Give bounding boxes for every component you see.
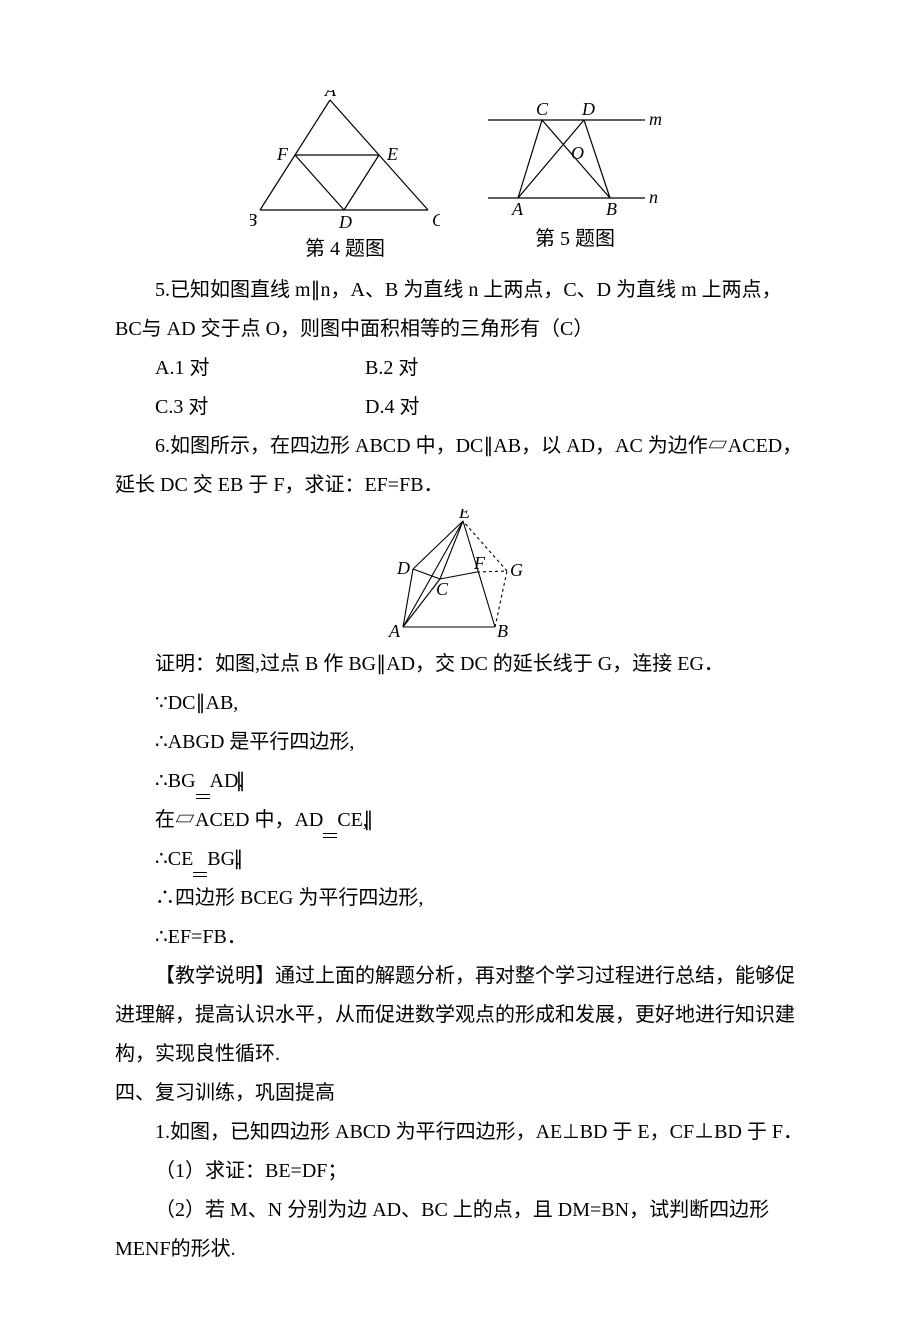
svg-text:O: O bbox=[571, 143, 584, 163]
q5-options-row1: A.1 对 B.2 对 bbox=[115, 349, 805, 388]
q6-intro: 6.如图所示，在四边形 ABCD 中，DC∥AB，以 AD，AC 为边作▱ACE… bbox=[115, 427, 805, 505]
figure-4-svg: A B C D E F bbox=[250, 90, 440, 230]
q6-proof-0: 证明：如图,过点 B 作 BG∥AD，交 DC 的延长线于 G，连接 EG． bbox=[115, 645, 805, 684]
q5-options-row2: C.3 对 D.4 对 bbox=[115, 388, 805, 427]
svg-text:F: F bbox=[473, 553, 486, 573]
svg-text:G: G bbox=[510, 560, 523, 580]
q6-proof-3: ∴BG∥AD. bbox=[115, 762, 805, 801]
svg-text:D: D bbox=[581, 99, 595, 119]
q5-text: 5.已知如图直线 m∥n，A、B 为直线 n 上两点，C、D 为直线 m 上两点… bbox=[115, 271, 805, 349]
q6-proof-5: ∴CE∥BG. bbox=[115, 840, 805, 879]
q5-option-b: B.2 对 bbox=[365, 349, 418, 388]
q6-proof-7: ∴EF=FB． bbox=[115, 918, 805, 957]
svg-text:B: B bbox=[497, 621, 508, 641]
q6-note: 【教学说明】通过上面的解题分析，再对整个学习过程进行总结，能够促进理解，提高认识… bbox=[115, 957, 805, 1074]
svg-text:D: D bbox=[396, 558, 410, 578]
q5-option-c: C.3 对 bbox=[115, 388, 365, 427]
q6-proof-1: ∵DC∥AB, bbox=[115, 684, 805, 723]
svg-text:A: A bbox=[388, 621, 401, 641]
q5-option-d: D.4 对 bbox=[365, 388, 419, 427]
q6-proof-4: 在▱ACED 中，AD∥CE, bbox=[115, 801, 805, 840]
figure-5-caption: 第 5 题图 bbox=[535, 220, 615, 259]
q6-proof-6: ∴四边形 BCEG 为平行四边形, bbox=[115, 879, 805, 918]
svg-text:A: A bbox=[324, 90, 337, 100]
svg-text:A: A bbox=[511, 199, 524, 219]
figure-6: A B C D E F G bbox=[115, 509, 805, 641]
svg-text:E: E bbox=[386, 144, 398, 164]
section4-q1b: （2）若 M、N 分别为边 AD、BC 上的点，且 DM=BN，试判断四边形 M… bbox=[115, 1191, 805, 1269]
figure-4: A B C D E F 第 4 题图 bbox=[250, 90, 440, 269]
q6-proof-2: ∴ABGD 是平行四边形, bbox=[115, 723, 805, 762]
figure-5-svg: C D A B Om n bbox=[480, 90, 670, 220]
section4-q1: 1.如图，已知四边形 ABCD 为平行四边形，AE⊥BD 于 E，CF⊥BD 于… bbox=[115, 1113, 805, 1152]
figure-row: A B C D E F 第 4 题图 C D A B Om n 第 5 题图 bbox=[115, 90, 805, 269]
section4-heading: 四、复习训练，巩固提高 bbox=[115, 1074, 805, 1113]
figure-5: C D A B Om n 第 5 题图 bbox=[480, 90, 670, 269]
svg-text:C: C bbox=[536, 99, 549, 119]
svg-text:m: m bbox=[649, 109, 662, 129]
svg-text:B: B bbox=[606, 199, 617, 219]
svg-text:C: C bbox=[436, 579, 449, 599]
q5-option-a: A.1 对 bbox=[115, 349, 365, 388]
figure-4-caption: 第 4 题图 bbox=[305, 230, 385, 269]
svg-text:C: C bbox=[432, 210, 440, 230]
svg-text:F: F bbox=[276, 144, 289, 164]
svg-text:D: D bbox=[338, 212, 352, 230]
svg-text:n: n bbox=[649, 187, 658, 207]
svg-text:B: B bbox=[250, 210, 257, 230]
section4-q1a: （1）求证：BE=DF； bbox=[115, 1152, 805, 1191]
svg-text:E: E bbox=[458, 509, 470, 522]
figure-6-svg: A B C D E F G bbox=[385, 509, 535, 641]
